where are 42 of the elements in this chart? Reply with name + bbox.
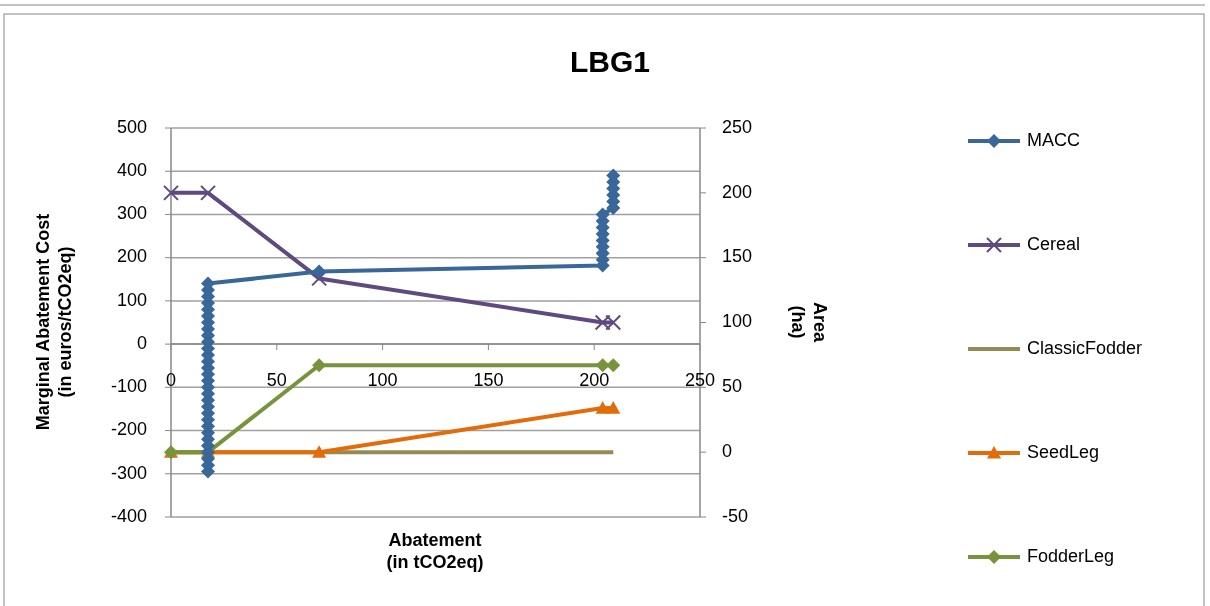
point	[312, 264, 327, 279]
legend-label: Cereal	[1027, 233, 1081, 254]
x-tick-label: 0	[165, 369, 177, 390]
y-tick-label: -200	[110, 419, 147, 440]
x-axis-title: Abatement (in tCO2eq)	[386, 529, 484, 572]
y2-tick-label: -50	[722, 505, 749, 526]
y-axis-title: Marginal Abatement Cost (in euros/tCO2eq)	[32, 213, 75, 431]
legend-label: SeedLeg	[1027, 441, 1100, 462]
y-tick-label: 100	[116, 289, 147, 310]
y-tick-label: -100	[110, 376, 147, 397]
chart-title: LBG1	[569, 44, 651, 78]
legend-label: FodderLeg	[1027, 545, 1115, 566]
point	[606, 401, 621, 414]
x-tick-label: 150	[473, 369, 504, 390]
y-tick-label: 500	[116, 116, 147, 137]
x-tick-label: 50	[266, 369, 287, 390]
x-tick-label: 100	[367, 369, 398, 390]
y-tick-label: -300	[110, 462, 147, 483]
point	[163, 184, 179, 201]
x-tick-label: 200	[579, 369, 610, 390]
y-tick-label: 300	[116, 203, 147, 224]
y-tick-label: -400	[110, 505, 147, 526]
y2-tick-label: 100	[722, 311, 753, 332]
y-tick-label: 400	[116, 159, 147, 180]
y2-tick-label: 250	[722, 116, 753, 137]
legend-label: ClassicFodder	[1027, 337, 1143, 358]
x-tick-label: 250	[684, 369, 716, 390]
point	[605, 314, 622, 331]
y-tick-label: 0	[136, 332, 147, 353]
legend-label: MACC	[1027, 129, 1080, 150]
y2-tick-label: 0	[722, 440, 733, 461]
point	[200, 184, 217, 201]
point	[595, 358, 610, 373]
point	[312, 445, 327, 458]
point	[312, 358, 327, 373]
y2-axis-title: Area (ha)	[788, 301, 831, 343]
y-tick-label: 200	[116, 246, 147, 267]
point	[606, 358, 621, 373]
y2-tick-label: 150	[722, 246, 753, 267]
point	[594, 314, 611, 331]
point	[595, 401, 610, 414]
y2-tick-label: 200	[722, 181, 753, 202]
